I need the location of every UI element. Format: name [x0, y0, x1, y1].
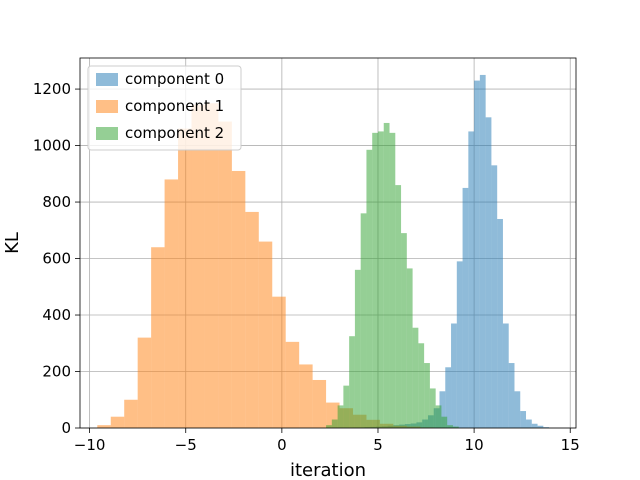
histogram-bar — [285, 341, 300, 428]
histogram-bar — [452, 426, 459, 428]
x-tick-label: 0 — [277, 436, 287, 454]
histogram-bar — [445, 367, 452, 428]
histogram-bar — [245, 211, 259, 428]
histogram-bar — [124, 399, 138, 428]
histogram-bar — [110, 416, 125, 428]
x-tick-label: 5 — [373, 436, 383, 454]
histogram-bar — [491, 165, 498, 428]
histogram-bar — [418, 343, 425, 428]
histogram-bar — [406, 268, 413, 428]
histogram-bar — [474, 80, 480, 428]
histogram-bar — [520, 411, 527, 428]
histogram-bar — [508, 363, 515, 428]
legend-frame — [87, 65, 242, 151]
histogram-bar — [479, 74, 486, 428]
histogram-bar — [258, 241, 273, 428]
histogram-bar — [485, 117, 492, 428]
histogram-bars — [97, 74, 550, 429]
histogram-bar — [178, 128, 192, 428]
legend-swatch — [96, 100, 118, 113]
histogram-bar — [349, 336, 355, 428]
histogram-bar — [389, 132, 396, 428]
histogram-bar — [502, 323, 509, 428]
histogram-bar — [531, 423, 538, 428]
y-axis-label: KL — [2, 232, 23, 254]
y-tick-label: 400 — [42, 306, 71, 324]
histogram-bar — [441, 416, 448, 428]
x-tick-label: 10 — [465, 436, 484, 454]
histogram-bar — [435, 405, 442, 428]
histogram-bar — [312, 379, 327, 428]
y-tick-label: 600 — [42, 250, 71, 268]
histogram-bar — [543, 427, 550, 428]
histogram-bar — [395, 185, 402, 428]
y-tick-label: 1000 — [33, 137, 71, 155]
histogram-bar — [299, 364, 313, 428]
histogram-bar — [456, 261, 463, 428]
x-tick-label: −10 — [74, 436, 106, 454]
y-tick-label: 800 — [42, 193, 71, 211]
histogram-bar — [451, 323, 457, 428]
histogram-bar — [97, 425, 111, 428]
series-2-bars — [326, 122, 459, 429]
histogram-bar — [526, 419, 532, 428]
histogram-bar — [137, 337, 152, 428]
x-axis-label: iteration — [290, 460, 366, 480]
histogram-bar — [331, 419, 338, 428]
histogram-bar — [383, 122, 390, 429]
histogram-bar — [354, 269, 361, 428]
legend-swatch — [96, 127, 118, 140]
histogram-bar — [272, 296, 286, 428]
histogram-bar — [372, 132, 378, 428]
histogram-bar — [537, 425, 544, 428]
histogram-bar — [401, 233, 407, 428]
histogram-bar — [204, 103, 219, 428]
x-tick-label: 15 — [561, 436, 580, 454]
histogram-bar — [377, 131, 384, 428]
histogram-bar — [462, 187, 469, 428]
histogram-bar — [326, 425, 332, 428]
histogram-bar — [424, 363, 430, 428]
legend-label: component 0 — [125, 70, 224, 88]
histogram-bar — [468, 131, 475, 428]
histogram-bar — [337, 405, 344, 428]
y-tick-label: 0 — [61, 419, 71, 437]
legend-swatch — [96, 73, 118, 86]
axis-ticks: −10 −5 0 5 10 15 0 200 400 600 800 1000 1200 — [33, 80, 580, 454]
histogram-bar — [429, 388, 436, 428]
legend-label: component 1 — [125, 97, 224, 115]
histogram-bar — [439, 391, 446, 428]
histogram-bar — [231, 170, 246, 428]
histogram-bar — [412, 327, 419, 428]
plot-frame — [79, 57, 577, 429]
legend-label: component 2 — [125, 124, 224, 142]
histogram-bar — [191, 104, 205, 428]
histogram-bar — [360, 213, 367, 428]
x-tick-label: −5 — [175, 436, 197, 454]
y-tick-label: 200 — [42, 363, 71, 381]
histogram-bar — [366, 149, 373, 429]
histogram-bar — [514, 391, 521, 428]
histogram-bar — [447, 425, 453, 428]
y-tick-label: 1200 — [33, 80, 71, 98]
histogram-bar — [497, 218, 503, 428]
histogram-bar — [218, 121, 232, 428]
histogram-bar — [164, 179, 179, 428]
legend: component 0 component 1 component 2 — [87, 65, 242, 151]
histogram-bar — [151, 247, 165, 428]
histogram-bar — [343, 385, 350, 428]
